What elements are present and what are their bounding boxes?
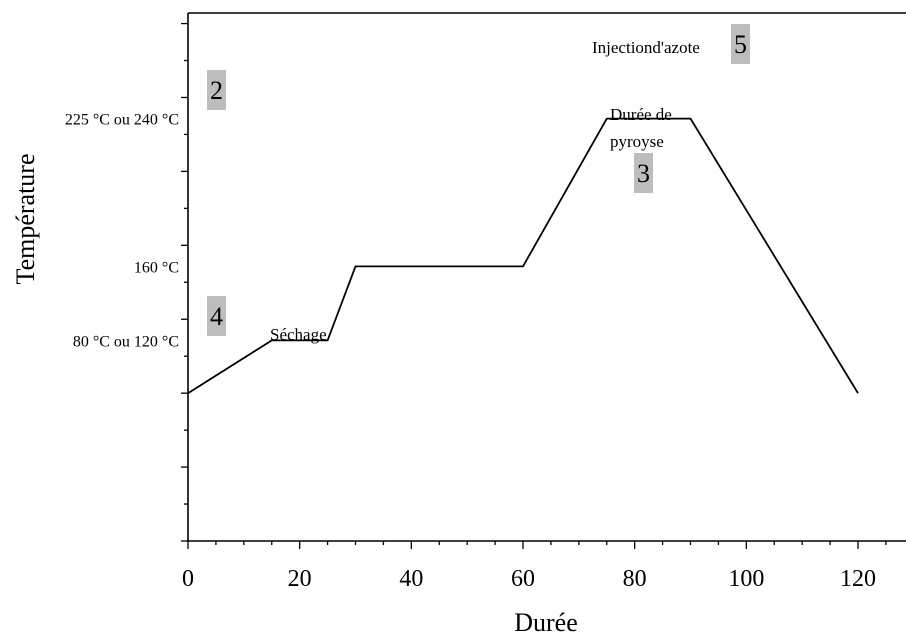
series-layer (187, 117, 859, 394)
annotation: pyroyse (610, 132, 664, 151)
badge-box (731, 24, 750, 64)
annotation: Injectiond'azote (592, 38, 700, 57)
badge-3: 3 (634, 153, 653, 193)
badge-number: 3 (637, 159, 650, 188)
x-tick-label: 120 (840, 566, 876, 592)
y-axis-title: Température (11, 154, 40, 285)
badge-box (634, 153, 653, 193)
x-tick-label: 40 (399, 566, 423, 592)
x-tick-label: 80 (623, 566, 647, 592)
series-line (187, 117, 859, 394)
badge-box (207, 70, 226, 110)
badge-number: 4 (210, 302, 223, 331)
y-axis-ticks (181, 22, 188, 542)
badge-5: 5 (731, 24, 750, 64)
annotations-layer: Séchage Durée de pyroyse Injectiond'azote (270, 38, 700, 344)
x-tick-label: 60 (511, 566, 535, 592)
y-tick-labels: 225 °C ou 240 °C 160 °C 80 °C ou 120 °C (65, 112, 179, 351)
badge-2: 2 (207, 70, 226, 110)
plot-frame (187, 12, 906, 542)
y-tick-label: 160 °C (134, 259, 179, 276)
x-tick-label: 0 (182, 566, 194, 592)
annotation: Séchage (270, 325, 327, 344)
badge-box (207, 296, 226, 336)
badge-number: 2 (210, 76, 223, 105)
x-tick-label: 100 (728, 566, 764, 592)
x-axis-title: Durée (514, 608, 578, 634)
x-axis-ticks: 0 20 40 60 80 100 120 (182, 541, 887, 592)
badges-layer: 2 4 3 5 (207, 24, 750, 336)
annotation: Durée de (610, 105, 672, 124)
badge-4: 4 (207, 296, 226, 336)
x-tick-label: 20 (288, 566, 312, 592)
y-tick-label: 80 °C ou 120 °C (73, 333, 179, 350)
y-tick-label: 225 °C ou 240 °C (65, 112, 179, 129)
badge-number: 5 (734, 30, 747, 59)
